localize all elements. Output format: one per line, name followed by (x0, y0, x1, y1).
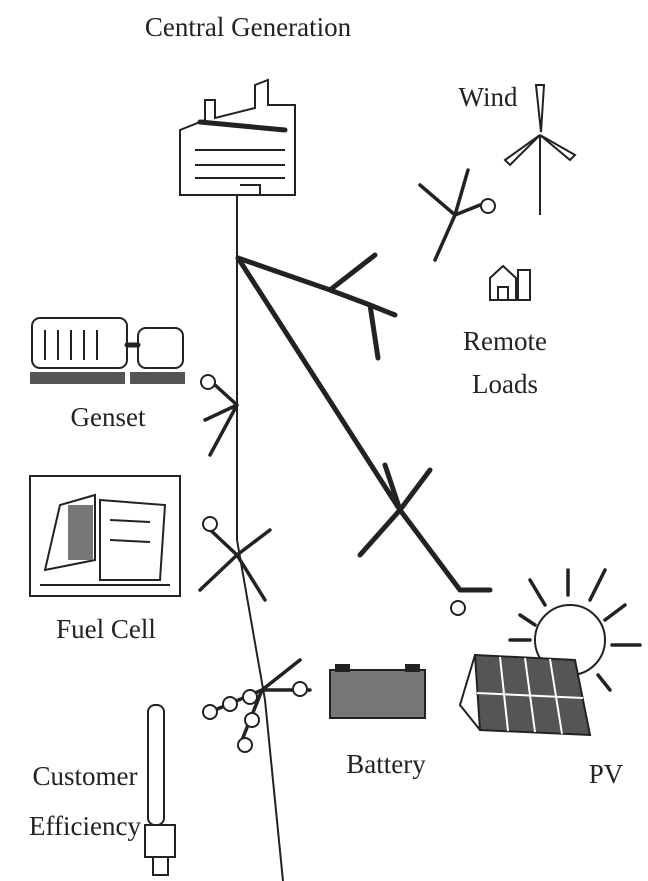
barn-icon (489, 264, 531, 301)
loads-label: Loads (472, 369, 538, 399)
battery-icon (329, 664, 426, 719)
wind-label: Wind (459, 82, 518, 112)
central-generation-label: Central Generation (145, 12, 352, 42)
remote-label: Remote (463, 326, 547, 356)
wind-turbine-icon (503, 84, 577, 215)
efficiency-label: Efficiency (29, 811, 141, 841)
fuel-cell-icon (29, 475, 181, 597)
genset-label: Genset (71, 402, 146, 432)
factory-icon (179, 78, 296, 196)
battery-label: Battery (346, 749, 426, 779)
customer-label: Customer (33, 761, 138, 791)
pv-icon (458, 568, 642, 737)
grid-network (198, 168, 496, 881)
genset-icon (30, 317, 185, 384)
lamp-icon (144, 704, 176, 876)
fuel-cell-label: Fuel Cell (56, 614, 156, 644)
pv-label: PV (589, 759, 624, 789)
